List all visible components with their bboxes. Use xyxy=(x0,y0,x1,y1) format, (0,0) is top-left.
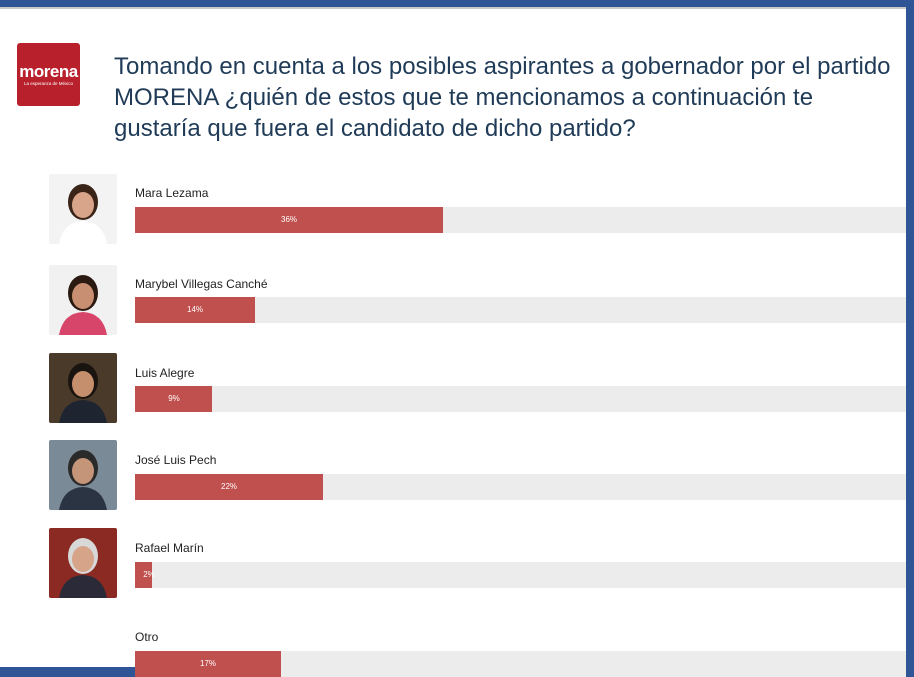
candidate-photo xyxy=(49,440,117,510)
bar-value-label: 36% xyxy=(280,215,298,224)
morena-logo: morena La esperanza de México xyxy=(17,43,80,106)
bar-track: 17% xyxy=(135,651,906,677)
candidate-name: Marybel Villegas Canché xyxy=(135,277,268,291)
bar-track: 2% xyxy=(135,562,906,588)
candidate-name: Luis Alegre xyxy=(135,366,195,380)
bar-track: 22% xyxy=(135,474,906,500)
bar-value-label: 2% xyxy=(143,570,155,579)
bar xyxy=(135,386,212,412)
candidate-photo xyxy=(49,265,117,335)
candidate-photo xyxy=(49,174,117,244)
candidate-name: Mara Lezama xyxy=(135,186,209,200)
bar xyxy=(135,297,255,323)
bar xyxy=(135,207,443,233)
bar-value-label: 22% xyxy=(220,482,238,491)
bar xyxy=(135,562,152,588)
bar-track: 14% xyxy=(135,297,906,323)
bar-value-label: 14% xyxy=(186,305,204,314)
candidate-photo xyxy=(49,528,117,598)
bar-value-label: 17% xyxy=(199,659,217,668)
top-divider xyxy=(0,7,906,9)
logo-word: morena xyxy=(19,61,78,81)
poll-question: Tomando en cuenta a los posibles aspiran… xyxy=(114,53,891,142)
candidate-name: José Luis Pech xyxy=(135,453,217,467)
candidate-name: Rafael Marín xyxy=(135,541,204,555)
bar-track: 36% xyxy=(135,207,906,233)
bar-track: 9% xyxy=(135,386,906,412)
bar-value-label: 9% xyxy=(168,394,180,403)
logo-tagline: La esperanza de México xyxy=(23,80,74,86)
poll-panel xyxy=(0,7,906,667)
bar xyxy=(135,474,323,500)
candidate-name: Otro xyxy=(135,630,159,644)
candidate-photo xyxy=(49,353,117,423)
